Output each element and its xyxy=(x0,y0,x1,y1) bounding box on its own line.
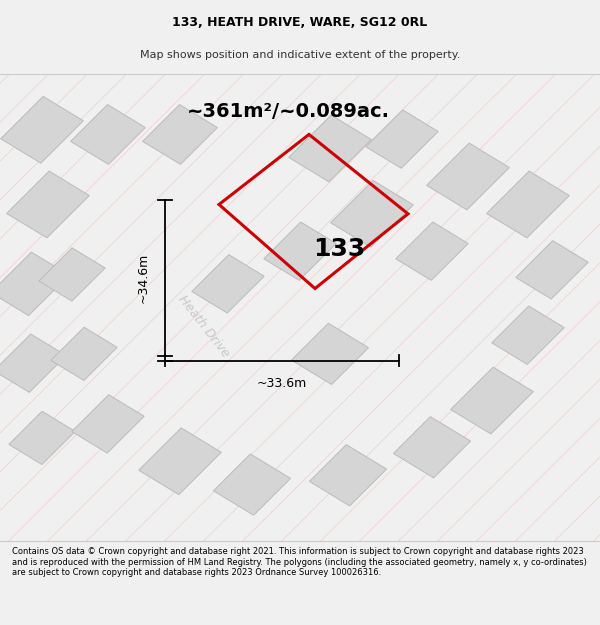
Text: 133: 133 xyxy=(313,237,365,261)
Polygon shape xyxy=(396,222,468,281)
Polygon shape xyxy=(72,395,144,453)
Polygon shape xyxy=(0,252,69,316)
Text: ~34.6m: ~34.6m xyxy=(137,253,150,303)
Polygon shape xyxy=(427,143,509,210)
Polygon shape xyxy=(139,428,221,494)
Polygon shape xyxy=(51,328,117,381)
Polygon shape xyxy=(310,444,386,506)
Polygon shape xyxy=(331,181,413,247)
Polygon shape xyxy=(492,306,564,364)
Polygon shape xyxy=(192,254,264,313)
Polygon shape xyxy=(0,334,66,392)
Text: Heath Drive: Heath Drive xyxy=(176,292,232,359)
Text: Map shows position and indicative extent of the property.: Map shows position and indicative extent… xyxy=(140,50,460,60)
Text: ~33.6m: ~33.6m xyxy=(257,378,307,390)
Text: 133, HEATH DRIVE, WARE, SG12 0RL: 133, HEATH DRIVE, WARE, SG12 0RL xyxy=(172,16,428,29)
Polygon shape xyxy=(39,248,105,301)
Polygon shape xyxy=(143,104,217,164)
Polygon shape xyxy=(71,104,145,164)
Polygon shape xyxy=(9,411,75,464)
Polygon shape xyxy=(516,241,588,299)
Text: ~361m²/~0.089ac.: ~361m²/~0.089ac. xyxy=(187,102,389,121)
Polygon shape xyxy=(451,368,533,434)
Polygon shape xyxy=(7,171,89,238)
Polygon shape xyxy=(1,96,83,163)
Polygon shape xyxy=(292,323,368,384)
Polygon shape xyxy=(366,110,438,168)
Polygon shape xyxy=(214,454,290,515)
Text: Contains OS data © Crown copyright and database right 2021. This information is : Contains OS data © Crown copyright and d… xyxy=(12,548,587,577)
Polygon shape xyxy=(394,417,470,478)
Polygon shape xyxy=(289,115,371,182)
Polygon shape xyxy=(487,171,569,238)
Polygon shape xyxy=(264,222,336,281)
